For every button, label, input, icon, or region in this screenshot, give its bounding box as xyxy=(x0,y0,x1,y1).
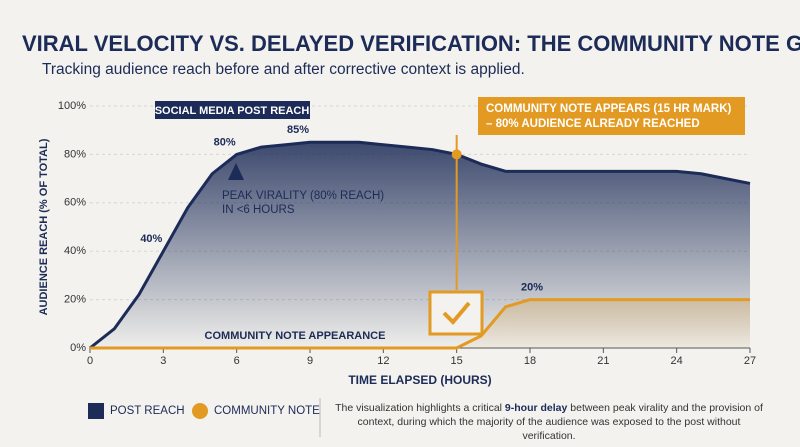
x-tick-label: 6 xyxy=(234,355,240,367)
area xyxy=(90,142,750,348)
y-axis-label: AUDIENCE REACH (% OF TOTAL) xyxy=(38,138,50,315)
label-box xyxy=(155,101,310,119)
line xyxy=(89,140,751,350)
y-tick-label: 80% xyxy=(64,148,86,160)
data-label: 85% xyxy=(287,124,309,136)
data-label: 80% xyxy=(214,136,236,148)
series-label: SOCIAL MEDIA POST REACH xyxy=(155,105,310,117)
y-tick-label: 40% xyxy=(64,245,86,257)
x-tick-label: 21 xyxy=(597,355,609,367)
data-label: 20% xyxy=(521,282,543,294)
event-dot xyxy=(451,149,462,160)
y-tick-label: 60% xyxy=(64,197,86,209)
x-tick-label: 18 xyxy=(524,355,536,367)
peak-marker xyxy=(228,163,244,180)
description-bold: 9-hour delay xyxy=(504,402,568,414)
note-label: COMMUNITY NOTE APPEARANCE xyxy=(205,330,386,342)
x-tick-label: 9 xyxy=(307,355,313,367)
data-label: 40% xyxy=(140,233,162,245)
y-tick-label: 0% xyxy=(70,342,86,354)
area xyxy=(90,299,750,348)
x-tick-label: 27 xyxy=(744,355,756,367)
y-tick-label: 20% xyxy=(64,294,86,306)
legend-label: POST REACH xyxy=(110,405,185,417)
chart-title: VIRAL VELOCITY VS. DELAYED VERIFICATION:… xyxy=(22,31,800,56)
icon-box xyxy=(428,290,484,336)
peak-text: PEAK VIRALITY (80% REACH) xyxy=(222,190,384,202)
x-tick-label: 0 xyxy=(87,355,93,367)
x-tick-label: 3 xyxy=(160,355,166,367)
line xyxy=(90,298,750,350)
x-tick-label: 15 xyxy=(451,355,463,367)
description-text: between peak virality and the provision … xyxy=(357,402,763,442)
description: The visualization highlights a critical … xyxy=(334,401,764,443)
peak-text: IN <6 HOURS xyxy=(222,204,295,216)
icon-check xyxy=(442,301,471,325)
event-box xyxy=(478,97,745,135)
y-tick-label: 100% xyxy=(58,100,86,112)
legend-swatch xyxy=(192,403,208,419)
description-text: The visualization highlights a critical xyxy=(335,402,505,414)
chart-subtitle: Tracking audience reach before and after… xyxy=(42,61,525,78)
x-tick-label: 24 xyxy=(671,355,683,367)
x-tick-label: 12 xyxy=(377,355,389,367)
legend-swatch xyxy=(88,403,104,419)
event-text: – 80% AUDIENCE ALREADY REACHED xyxy=(486,118,700,130)
event-text: COMMUNITY NOTE APPEARS (15 HR MARK) xyxy=(486,103,732,115)
legend-label: COMMUNITY NOTE xyxy=(214,405,320,417)
x-axis-label: TIME ELAPSED (HOURS) xyxy=(348,373,491,387)
